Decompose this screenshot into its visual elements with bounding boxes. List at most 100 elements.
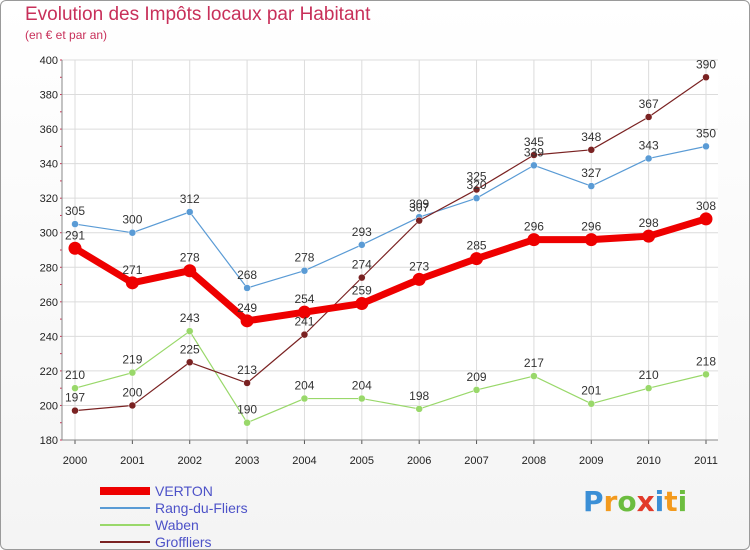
y-tick-label: 380 xyxy=(40,90,58,102)
data-point-waben xyxy=(530,372,538,380)
data-label-rang-du-fliers: 327 xyxy=(581,166,601,180)
data-label-rang-du-fliers: 343 xyxy=(639,138,659,152)
legend-label: Groffliers xyxy=(155,534,212,550)
data-point-verton xyxy=(355,297,369,311)
data-point-rang-du-fliers xyxy=(702,142,710,151)
data-label-groffliers: 274 xyxy=(352,258,372,272)
data-point-verton xyxy=(297,305,311,319)
series-line-rang-du-fliers xyxy=(74,145,707,289)
legend-item-groffliers: Groffliers xyxy=(100,534,300,550)
x-tick-label: 2002 xyxy=(177,455,201,467)
x-tick-label: 2000 xyxy=(63,455,87,467)
data-label-rang-du-fliers: 293 xyxy=(352,225,372,239)
logo-letter: r xyxy=(603,485,618,518)
logo-letter: o xyxy=(617,485,637,518)
data-point-verton xyxy=(125,276,139,290)
y-tick-label: 240 xyxy=(40,331,58,343)
data-point-rang-du-fliers xyxy=(71,220,79,228)
x-tick-label: 2003 xyxy=(235,455,259,467)
y-tick-label: 360 xyxy=(40,124,58,136)
y-tick-label: 220 xyxy=(40,366,58,378)
data-label-groffliers: 367 xyxy=(639,97,659,111)
data-point-groffliers xyxy=(530,151,538,159)
data-point-rang-du-fliers xyxy=(644,154,653,163)
data-label-groffliers: 345 xyxy=(524,135,544,149)
data-label-verton: 254 xyxy=(294,292,314,306)
data-point-rang-du-fliers xyxy=(530,161,538,170)
data-label-groffliers: 241 xyxy=(294,315,314,329)
data-label-verton: 308 xyxy=(696,199,716,213)
data-label-rang-du-fliers: 300 xyxy=(122,213,142,227)
data-point-waben xyxy=(243,418,251,427)
data-point-groffliers xyxy=(300,330,309,339)
data-label-verton: 259 xyxy=(352,284,372,298)
data-point-waben xyxy=(644,384,653,392)
data-point-verton xyxy=(470,252,484,266)
x-tick-label: 2008 xyxy=(522,455,546,467)
data-label-verton: 285 xyxy=(467,239,487,253)
data-point-verton xyxy=(527,233,541,247)
proxiti-logo: Proxiti xyxy=(583,485,687,518)
legend-item-verton: VERTON xyxy=(100,483,300,499)
series-line-verton xyxy=(73,215,708,325)
chart-subtitle: (en € et par an) xyxy=(25,28,108,42)
y-tick-label: 260 xyxy=(40,297,58,309)
data-point-waben xyxy=(71,384,79,392)
legend-swatch xyxy=(100,541,150,543)
data-label-waben: 217 xyxy=(524,356,544,370)
data-point-rang-du-fliers xyxy=(185,208,194,216)
data-label-rang-du-fliers: 305 xyxy=(65,204,85,218)
data-label-groffliers: 325 xyxy=(467,170,487,184)
data-label-rang-du-fliers: 320 xyxy=(467,178,487,192)
series-line-groffliers xyxy=(74,76,707,412)
chart-title: Evolution des Impôts locaux par Habitant xyxy=(25,4,371,25)
legend-label: VERTON xyxy=(155,483,213,499)
data-label-groffliers: 225 xyxy=(180,342,200,356)
data-label-groffliers: 213 xyxy=(237,363,257,377)
data-label-waben: 210 xyxy=(65,368,85,382)
data-label-rang-du-fliers: 350 xyxy=(696,126,716,140)
data-label-waben: 198 xyxy=(409,389,429,403)
x-tick-label: 2006 xyxy=(407,455,431,467)
x-tick-label: 2001 xyxy=(120,455,144,467)
series-line-waben xyxy=(74,330,707,424)
data-label-rang-du-fliers: 339 xyxy=(524,145,544,159)
data-point-verton xyxy=(412,272,426,286)
data-label-waben: 204 xyxy=(352,379,372,393)
data-label-groffliers: 307 xyxy=(409,201,429,215)
data-label-rang-du-fliers: 268 xyxy=(237,268,257,282)
x-tick-label: 2010 xyxy=(636,455,660,467)
data-label-rang-du-fliers: 312 xyxy=(180,192,200,206)
data-label-verton: 249 xyxy=(237,301,257,315)
data-point-waben xyxy=(415,405,423,413)
data-point-groffliers xyxy=(644,113,653,121)
data-label-verton: 271 xyxy=(122,263,142,277)
data-point-waben xyxy=(185,327,194,335)
data-point-verton xyxy=(584,233,598,247)
data-label-waben: 204 xyxy=(294,379,314,393)
y-tick-label: 340 xyxy=(40,159,58,171)
data-point-rang-du-fliers xyxy=(300,266,309,275)
data-label-waben: 218 xyxy=(696,354,716,368)
data-label-verton: 296 xyxy=(581,220,601,234)
data-point-groffliers xyxy=(243,379,251,387)
legend-item-rang-du-fliers: Rang-du-Fliers xyxy=(100,500,300,516)
y-tick-label: 280 xyxy=(40,262,58,274)
data-point-groffliers xyxy=(415,216,423,225)
data-point-verton xyxy=(183,264,197,278)
legend-label: Waben xyxy=(155,517,199,533)
data-label-groffliers: 200 xyxy=(122,385,142,399)
data-point-waben xyxy=(702,370,710,379)
data-label-waben: 209 xyxy=(467,370,487,384)
y-tick-label: 180 xyxy=(40,435,58,447)
data-point-groffliers xyxy=(185,358,194,367)
data-point-waben xyxy=(300,394,309,403)
data-point-verton xyxy=(240,314,254,328)
data-point-groffliers xyxy=(702,73,710,82)
data-point-rang-du-fliers xyxy=(243,284,251,292)
logo-letter: i xyxy=(677,485,688,518)
legend-swatch xyxy=(100,487,150,495)
data-label-verton: 278 xyxy=(180,251,200,265)
logo-letter: P xyxy=(583,485,604,518)
